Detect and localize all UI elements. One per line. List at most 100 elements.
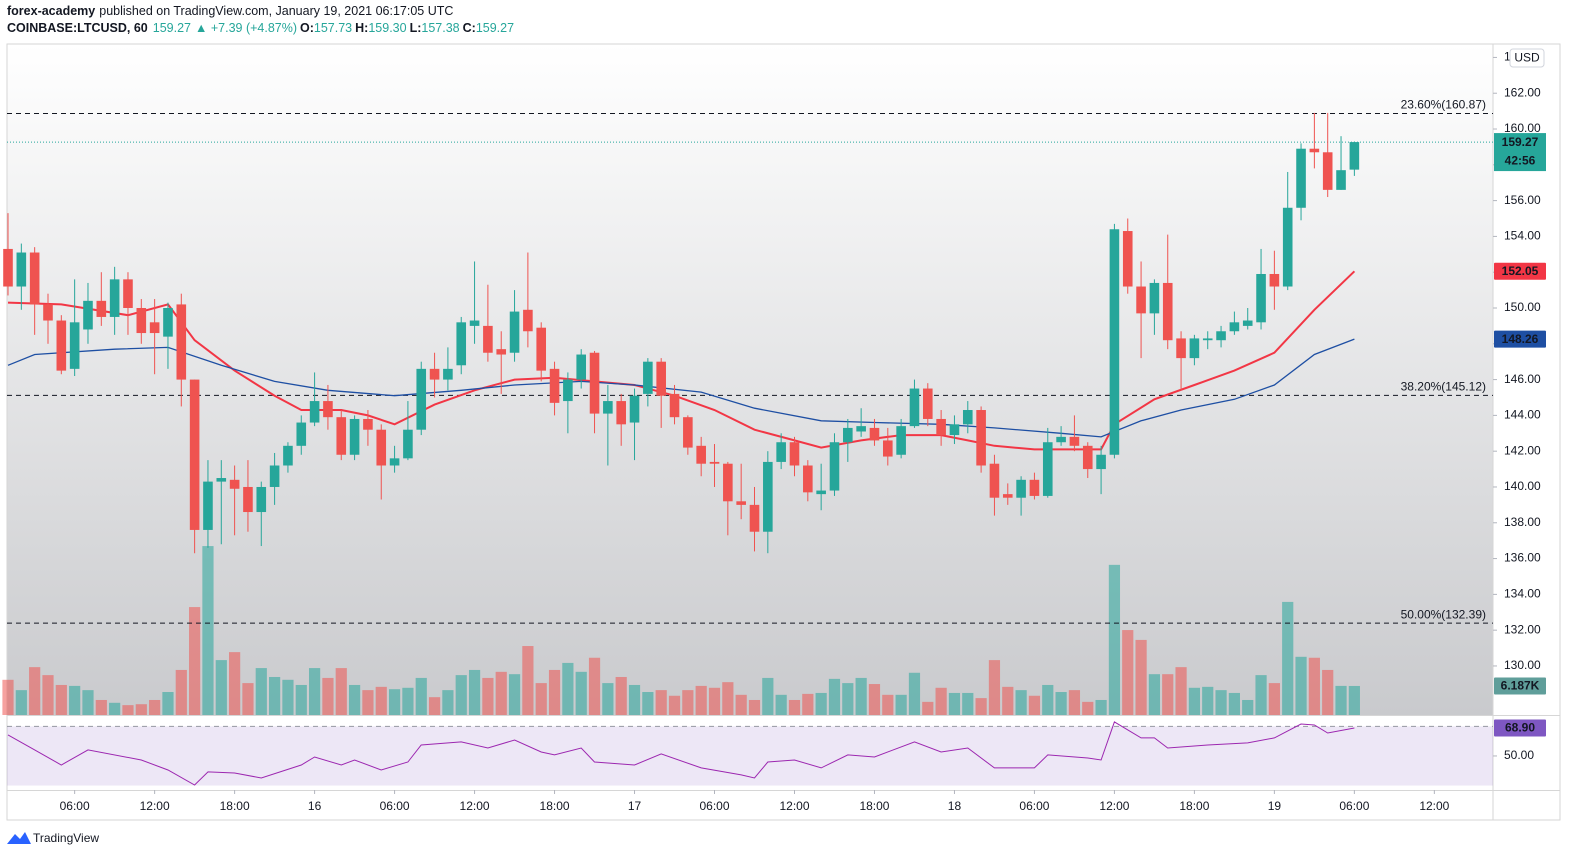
volume-bar bbox=[1015, 690, 1027, 715]
volume-bar bbox=[162, 692, 174, 715]
volume-bar bbox=[482, 677, 494, 715]
candle-body bbox=[1229, 322, 1240, 332]
volume-bar bbox=[908, 672, 921, 715]
brand: TradingView bbox=[33, 831, 99, 845]
candle-body bbox=[1149, 282, 1160, 314]
candle-body bbox=[1136, 286, 1146, 314]
candle-body bbox=[1029, 479, 1040, 496]
candle-body bbox=[1109, 229, 1120, 455]
candle-body bbox=[136, 307, 147, 334]
symbol: COINBASE:LTCUSD, 60 bbox=[7, 21, 148, 35]
volume-bar bbox=[575, 671, 587, 715]
y-tick-label: 160.00 bbox=[1504, 121, 1541, 135]
volume-bar bbox=[548, 669, 561, 715]
candle-body bbox=[496, 349, 507, 355]
y-tick-label: 140.00 bbox=[1504, 479, 1541, 493]
volume-bar bbox=[149, 699, 161, 715]
ma-badge: 152.05 bbox=[1502, 264, 1539, 278]
candle-body bbox=[176, 304, 187, 380]
volume-bar bbox=[1242, 699, 1254, 715]
rsi-band bbox=[7, 726, 1493, 786]
x-tick-label: 16 bbox=[308, 799, 322, 813]
volume-bar bbox=[1002, 686, 1014, 715]
rsi-badge: 68.90 bbox=[1505, 721, 1535, 735]
volume-bar bbox=[935, 687, 947, 715]
volume-bar bbox=[668, 695, 681, 715]
candle-body bbox=[256, 486, 267, 513]
candle-body bbox=[349, 418, 360, 455]
x-tick-label: 12:00 bbox=[1099, 799, 1129, 813]
price-pane bbox=[7, 44, 1493, 715]
candle-body bbox=[949, 424, 960, 436]
ma-badge-bg bbox=[1494, 262, 1546, 280]
y-tick-label: 138.00 bbox=[1504, 515, 1541, 529]
volume-bar bbox=[269, 676, 281, 715]
volume-bar bbox=[415, 677, 427, 715]
volume-bar bbox=[748, 699, 761, 715]
candle-body bbox=[269, 465, 280, 487]
candle-body bbox=[189, 379, 200, 530]
volume-bar bbox=[815, 692, 827, 715]
candle-body bbox=[1216, 331, 1226, 341]
volume-bar bbox=[135, 704, 147, 715]
candle-body bbox=[363, 418, 373, 430]
rsi-badge-bg bbox=[1494, 719, 1546, 737]
volume-bar bbox=[1068, 690, 1081, 715]
candle-body bbox=[1176, 338, 1186, 359]
candle-body bbox=[989, 463, 1000, 498]
volume-bar bbox=[855, 677, 867, 715]
publish-line: forex-academy published on TradingView.co… bbox=[7, 4, 453, 18]
candle-body bbox=[856, 426, 866, 432]
candle-body bbox=[563, 379, 573, 402]
candle-body bbox=[643, 361, 653, 394]
candle-body bbox=[896, 426, 906, 455]
ohlc-key: C: bbox=[463, 21, 476, 35]
y-tick-label: 136.00 bbox=[1504, 551, 1541, 565]
candle-body bbox=[1096, 454, 1106, 470]
volume-bar bbox=[229, 652, 241, 715]
candle-body bbox=[509, 311, 520, 353]
candle-body bbox=[83, 300, 93, 330]
y-tick-label: 162.00 bbox=[1504, 85, 1541, 99]
candle-body bbox=[1069, 436, 1080, 446]
logo-mark bbox=[7, 832, 31, 844]
y-tick-label: 156.00 bbox=[1504, 193, 1541, 207]
x-tick-label: 06:00 bbox=[60, 799, 90, 813]
candle-body bbox=[1202, 338, 1213, 341]
candle-body bbox=[549, 368, 560, 403]
x-tick-label: 19 bbox=[1268, 799, 1282, 813]
volume-bar bbox=[335, 668, 347, 715]
candle-body bbox=[1296, 148, 1306, 208]
candle-body bbox=[429, 368, 440, 380]
volume-bar bbox=[1295, 656, 1307, 715]
x-tick-label: 18:00 bbox=[859, 799, 889, 813]
x-tick-label: 17 bbox=[628, 799, 642, 813]
candle-body bbox=[1349, 142, 1360, 170]
x-tick-label: 18:00 bbox=[540, 799, 570, 813]
candle-body bbox=[203, 481, 213, 530]
moving-average bbox=[7, 270, 1356, 451]
volume-badge-bg bbox=[1494, 677, 1546, 695]
candle-body bbox=[456, 322, 467, 366]
brand-logo bbox=[7, 832, 31, 844]
volume-bar bbox=[388, 689, 401, 715]
candle-body bbox=[469, 320, 480, 326]
x-tick-label: 06:00 bbox=[1339, 799, 1369, 813]
ohlc-value: 159.27 bbox=[476, 21, 514, 35]
candle-body bbox=[1282, 207, 1293, 287]
volume-bar bbox=[588, 657, 601, 715]
x-tick-label: 06:00 bbox=[1019, 799, 1049, 813]
fib-label: 50.00%(132.39) bbox=[1401, 607, 1486, 621]
candle-body bbox=[589, 352, 600, 414]
candle-body bbox=[962, 410, 973, 425]
volume-bar bbox=[895, 694, 907, 715]
candle-body bbox=[683, 417, 693, 448]
candle-body bbox=[736, 501, 746, 505]
candle-body bbox=[123, 279, 133, 308]
volume-bar bbox=[189, 607, 201, 715]
volume-bar bbox=[975, 698, 987, 715]
volume-bar bbox=[468, 669, 481, 715]
candle-body bbox=[1309, 148, 1320, 153]
candle-body bbox=[696, 445, 706, 464]
